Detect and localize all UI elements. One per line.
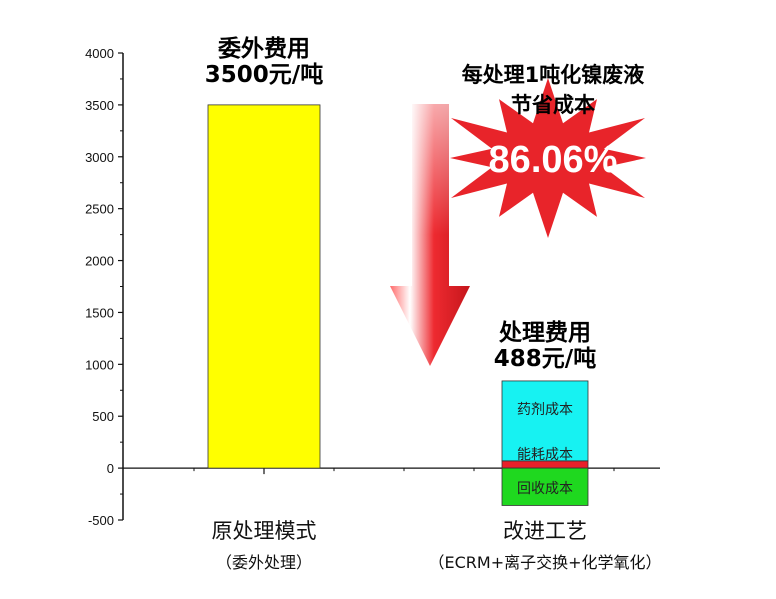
savings-starburst bbox=[450, 78, 646, 238]
category-sublabel-2: （ECRM+离子交换+化学氧化） bbox=[428, 553, 661, 572]
y-tick-label: 1000 bbox=[85, 357, 114, 372]
decrease-arrow bbox=[390, 104, 470, 366]
bar2-title: 处理费用 bbox=[498, 320, 591, 346]
bar-segment-2 bbox=[501, 380, 589, 462]
y-tick-label: 2500 bbox=[85, 202, 114, 217]
segment-label: 回收成本 bbox=[517, 481, 573, 497]
y-tick-label: 500 bbox=[92, 409, 114, 424]
y-tick-label: 2000 bbox=[85, 254, 114, 269]
segment-label: 能耗成本 bbox=[517, 447, 573, 463]
saving-percent: 86.06% bbox=[489, 139, 618, 181]
category-label-2: 改进工艺 bbox=[503, 519, 587, 543]
category-label-1: 原处理模式 bbox=[212, 519, 317, 543]
saving-subtitle: 节省成本 bbox=[511, 93, 595, 117]
y-tick-label: 1500 bbox=[85, 305, 114, 320]
bar1-value: 3500元/吨 bbox=[205, 62, 323, 88]
y-tick-label: 3500 bbox=[85, 98, 114, 113]
category-sublabel-1: （委外处理） bbox=[216, 553, 312, 572]
segment-label: 药剂成本 bbox=[517, 402, 573, 418]
bar2-value: 488元/吨 bbox=[494, 346, 596, 372]
bar1-title: 委外费用 bbox=[217, 35, 310, 62]
y-tick-label: -500 bbox=[88, 513, 114, 528]
y-tick-label: 3000 bbox=[85, 150, 114, 165]
bar-0 bbox=[207, 104, 321, 469]
y-tick-label: 4000 bbox=[85, 46, 114, 61]
y-tick-label: 0 bbox=[107, 461, 114, 476]
bar-segment-3 bbox=[501, 467, 589, 506]
saving-title: 每处理1吨化镍废液 bbox=[462, 63, 645, 87]
